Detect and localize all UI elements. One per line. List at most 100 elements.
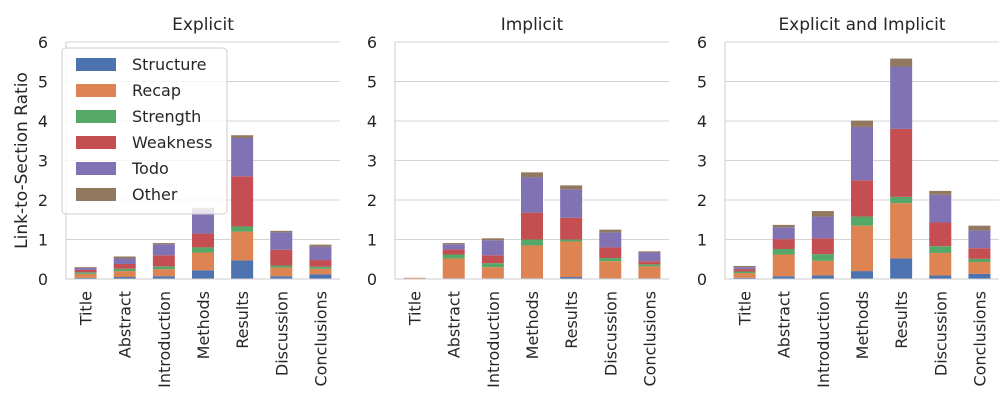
bar-recap-title xyxy=(74,273,97,278)
y-tick-label: 4 xyxy=(697,112,707,131)
x-tick-label: Conclusions xyxy=(640,291,659,387)
x-tick-label: Methods xyxy=(523,291,542,359)
axis-spine xyxy=(394,42,669,280)
bar-weakness-title xyxy=(733,269,756,272)
x-tick-label: Introduction xyxy=(155,291,174,388)
legend-swatch-recap xyxy=(76,84,116,97)
panel-title: Explicit xyxy=(172,15,234,35)
bar-todo-discussion xyxy=(929,194,952,223)
y-tick-label: 4 xyxy=(367,112,377,131)
bar-other-abstract xyxy=(772,224,795,228)
bar-weakness-discussion xyxy=(929,222,952,247)
legend-swatch-other xyxy=(76,188,116,201)
bar-recap-conclusions xyxy=(638,266,661,279)
y-axis-label: Link-to-Section Ratio xyxy=(12,72,32,249)
bar-todo-methods xyxy=(521,177,543,213)
bar-todo-results xyxy=(231,137,254,177)
bar-strength-results xyxy=(890,196,913,204)
bar-todo-introduction xyxy=(481,240,504,256)
bar-strength-results xyxy=(560,239,583,242)
x-tick-label: Abstract xyxy=(775,291,794,358)
bar-todo-methods xyxy=(192,209,214,234)
x-tick-label: Discussion xyxy=(272,291,291,376)
bar-weakness-introduction xyxy=(152,255,175,267)
bar-weakness-conclusions xyxy=(309,260,332,267)
bar-structure-results xyxy=(231,260,254,279)
bar-recap-discussion xyxy=(599,261,622,279)
bar-structure-discussion xyxy=(270,276,293,279)
bar-todo-conclusions xyxy=(638,252,661,262)
bar-structure-title xyxy=(733,277,756,279)
bar-other-methods xyxy=(521,172,543,178)
bar-todo-abstract xyxy=(772,227,795,240)
bar-strength-results xyxy=(231,226,254,232)
bar-recap-results xyxy=(231,231,254,261)
x-tick-label: Title xyxy=(736,291,755,326)
bar-structure-results xyxy=(890,258,913,279)
bar-weakness-discussion xyxy=(270,249,293,266)
y-tick-label: 4 xyxy=(38,112,48,131)
bar-strength-conclusions xyxy=(638,264,661,267)
y-tick-label: 3 xyxy=(367,152,377,171)
bar-other-title xyxy=(74,267,97,268)
bar-weakness-abstract xyxy=(113,263,136,269)
bar-strength-methods xyxy=(521,239,543,246)
bar-strength-conclusions xyxy=(309,266,332,269)
bar-weakness-abstract xyxy=(772,239,795,249)
x-tick-label: Methods xyxy=(194,291,213,359)
y-tick-label: 1 xyxy=(697,231,707,250)
panel-1: 0 1 2 3 4 5 6 Title Abstract Introduction Methods R… xyxy=(38,15,340,388)
legend: Structure Recap Strength Weakness Todo Other xyxy=(61,47,228,215)
x-tick-label: Abstract xyxy=(445,291,464,358)
bar-recap-methods xyxy=(851,225,873,272)
bar-recap-title xyxy=(733,273,756,278)
x-tick-label: Title xyxy=(406,291,425,326)
bar-todo-results xyxy=(890,66,913,129)
legend-swatch-weakness xyxy=(76,136,116,149)
bar-structure-introduction xyxy=(811,275,834,279)
bar-todo-results xyxy=(560,189,583,218)
bar-todo-introduction xyxy=(811,216,834,239)
legend-entry-structure: Structure xyxy=(132,55,206,74)
bar-other-introduction xyxy=(481,238,504,241)
legend-entry-other: Other xyxy=(132,185,178,204)
x-tick-label: Conclusions xyxy=(970,291,989,387)
bar-structure-abstract xyxy=(772,276,795,279)
bar-recap-conclusions xyxy=(309,268,332,275)
bar-other-abstract xyxy=(113,256,136,259)
bar-other-discussion xyxy=(270,230,293,233)
bar-weakness-introduction xyxy=(811,238,834,255)
y-tick-label: 5 xyxy=(38,73,48,92)
bar-other-conclusions xyxy=(309,244,332,247)
bar-strength-abstract xyxy=(442,254,465,259)
bar-structure-methods xyxy=(192,270,214,279)
legend-entry-strength: Strength xyxy=(132,107,201,126)
bar-todo-title xyxy=(74,267,97,270)
y-tick-label: 6 xyxy=(38,33,48,52)
x-tick-label: Results xyxy=(562,291,581,349)
y-tick-label: 6 xyxy=(367,33,377,52)
bar-other-conclusions xyxy=(638,251,661,253)
y-tick-label: 5 xyxy=(367,73,377,92)
y-tick-label: 2 xyxy=(697,191,707,210)
bar-weakness-title xyxy=(74,269,97,273)
bar-recap-methods xyxy=(192,252,214,271)
x-tick-label: Discussion xyxy=(601,291,620,376)
x-tick-label: Conclusions xyxy=(311,291,330,387)
bar-other-results xyxy=(560,185,583,190)
bar-weakness-methods xyxy=(521,212,543,240)
x-tick-label: Abstract xyxy=(116,291,135,358)
bar-other-results xyxy=(231,135,254,138)
x-tick-label: Results xyxy=(892,291,911,349)
bar-structure-conclusions xyxy=(309,274,332,279)
bar-strength-introduction xyxy=(152,266,175,270)
bar-todo-introduction xyxy=(152,244,175,256)
bar-other-abstract xyxy=(442,243,465,245)
panel-2: 0 1 2 3 4 5 6 Title Abstract Introduction Methods R… xyxy=(367,15,669,388)
bar-other-methods xyxy=(851,120,873,127)
bar-weakness-methods xyxy=(851,180,873,217)
x-tick-label: Results xyxy=(233,291,252,349)
y-tick-label: 5 xyxy=(697,73,707,92)
bar-recap-discussion xyxy=(270,267,293,277)
